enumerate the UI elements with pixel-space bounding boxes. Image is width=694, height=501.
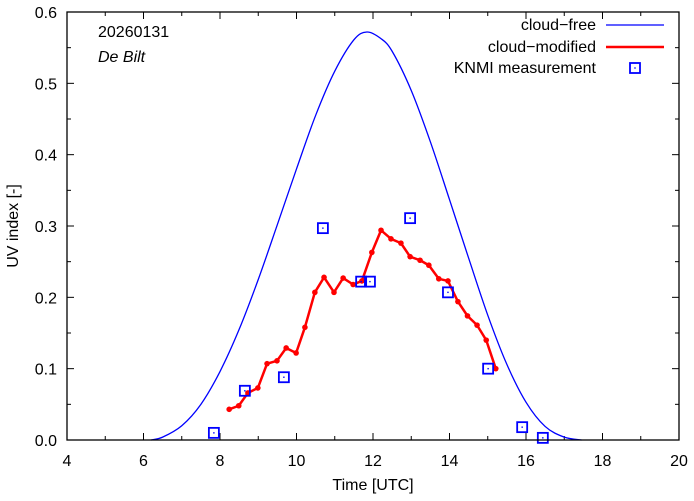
x-tick-label: 8: [216, 453, 225, 470]
legend: cloud−free cloud−modified KNMI measureme…: [454, 17, 664, 77]
y-tick-label: 0.6: [35, 5, 57, 22]
legend-label-cloud-modified: cloud−modified: [488, 39, 596, 56]
measurement-point: [364, 275, 376, 288]
x-tick-label: 4: [63, 453, 72, 470]
y-tick-label: 0.2: [35, 290, 57, 307]
y-tick-label: 0.3: [35, 219, 57, 236]
x-tick-label: 6: [139, 453, 148, 470]
legend-square-marker: [629, 62, 641, 74]
cloud-modified-point: [407, 253, 413, 260]
measurement-point: [442, 286, 454, 299]
cloud-modified-point: [331, 289, 337, 296]
cloud-modified-point: [445, 278, 451, 284]
measurement-point: [404, 212, 417, 225]
y-tick-label: 0.5: [35, 76, 57, 93]
legend-label-measurement: KNMI measurement: [454, 60, 597, 77]
cloud-modified-point: [226, 406, 232, 413]
cloud-free-line: [150, 31, 582, 441]
y-axis-title: UV index [-]: [5, 184, 22, 268]
cloud-modified-point: [435, 275, 442, 282]
legend-swatch-measurement: [629, 62, 641, 74]
cloud-modified-point: [264, 360, 270, 367]
x-axis-title: Time [UTC]: [332, 477, 413, 494]
y-tick-label: 0.1: [35, 362, 57, 379]
cloud-modified-point: [483, 337, 490, 343]
cloud-modified-point: [426, 262, 432, 269]
cloud-modified-line: [228, 229, 497, 411]
measurement-point: [238, 384, 251, 397]
cloud-modified-point: [274, 358, 280, 364]
cloud-modified-point: [474, 322, 480, 328]
cloud-modified-point: [417, 257, 423, 264]
x-tick-label: 16: [517, 453, 535, 470]
cloud-modified-point: [464, 313, 471, 319]
measurement-point: [277, 371, 290, 384]
cloud-modified-point: [378, 227, 384, 234]
cloud-modified-point: [293, 350, 299, 356]
cloud-modified-point: [359, 278, 365, 284]
cloud-modified-point: [455, 298, 461, 305]
cloud-modified-point: [369, 249, 375, 256]
cloud-modified-point: [255, 385, 261, 391]
cloud-modified-point: [340, 275, 346, 281]
x-tick-label: 12: [364, 453, 382, 470]
x-tick-label: 10: [288, 453, 306, 470]
location-annotation: De Bilt: [98, 49, 146, 66]
measurement-point: [516, 421, 529, 434]
cloud-modified-point: [388, 236, 394, 242]
measurement-point: [482, 362, 495, 375]
measurement-points: [207, 212, 549, 444]
y-tick-label: 0.4: [35, 148, 57, 165]
cloud-modified-point: [398, 240, 404, 246]
measurement-point: [355, 275, 368, 288]
x-tick-label: 14: [441, 453, 459, 470]
cloud-modified-point: [283, 345, 289, 351]
cloud-modified-point: [312, 289, 318, 296]
series-layer: [150, 31, 582, 444]
y-tick-label: 0.0: [35, 433, 57, 450]
y-tick-labels: 0.0 0.1 0.2 0.3 0.4 0.5 0.6: [35, 5, 57, 450]
x-tick-label: 20: [670, 453, 688, 470]
x-tick-label: 18: [594, 453, 612, 470]
date-annotation: 20260131: [98, 24, 169, 41]
cloud-modified-point: [321, 274, 327, 281]
legend-label-cloud-free: cloud−free: [521, 17, 596, 34]
measurement-point: [316, 222, 329, 235]
cloud-modified-point: [302, 324, 308, 331]
cloud-modified-point: [235, 402, 242, 409]
cloud-modified-points: [226, 227, 499, 413]
axis-ticks: [66, 11, 680, 441]
measurement-point: [207, 426, 220, 439]
plot-frame: [66, 11, 680, 441]
measurement-point: [536, 431, 549, 444]
cloud-modified-point: [492, 365, 499, 372]
cloud-modified-point: [350, 281, 356, 288]
x-tick-labels: 4 6 8 10 12 14 16 18 20: [63, 453, 688, 470]
